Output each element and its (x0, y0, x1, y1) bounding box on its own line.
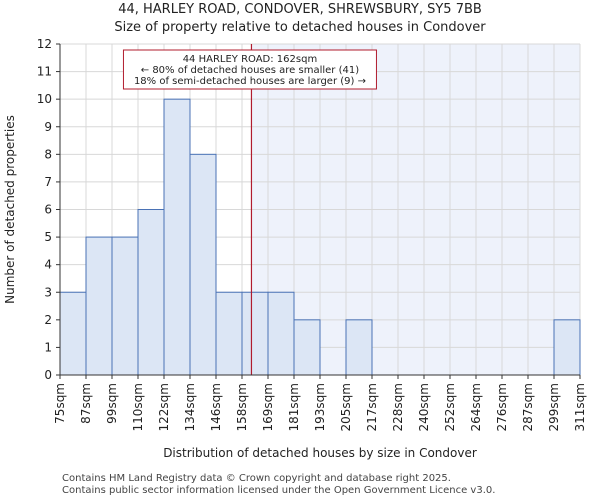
x-tick-label: 217sqm (365, 383, 379, 431)
histogram-bar (215, 291, 243, 376)
y-tick-label: 10 (37, 92, 52, 106)
histogram-bar (241, 291, 269, 376)
x-tick-label: 110sqm (131, 383, 145, 431)
histogram-bar (189, 153, 217, 376)
footer-line-1: Contains HM Land Registry data © Crown c… (62, 473, 451, 484)
footer-line-2: Contains public sector information licen… (62, 485, 496, 496)
y-tick-label: 1 (44, 340, 52, 354)
x-tick-label: 299sqm (547, 383, 561, 431)
y-tick-label: 8 (44, 147, 52, 161)
x-tick-label: 287sqm (521, 383, 535, 431)
y-tick-label: 7 (44, 175, 52, 189)
x-tick-label: 134sqm (183, 383, 197, 431)
x-tick-label: 99sqm (105, 383, 119, 424)
x-tick-label: 240sqm (417, 383, 431, 431)
x-tick-label: 169sqm (261, 383, 275, 431)
histogram-bar (163, 98, 191, 376)
x-tick-label: 181sqm (287, 383, 301, 431)
x-tick-label: 75sqm (53, 383, 67, 424)
histogram-bar (293, 319, 321, 376)
histogram-bar (85, 236, 113, 376)
x-tick-label: 276sqm (495, 383, 509, 431)
y-tick-label: 11 (37, 65, 52, 79)
x-tick-label: 228sqm (391, 383, 405, 431)
x-tick-label: 264sqm (469, 383, 483, 431)
histogram-bar (553, 319, 581, 376)
x-tick-label: 146sqm (209, 383, 223, 431)
x-tick-label: 193sqm (313, 383, 327, 431)
y-tick-label: 0 (44, 368, 52, 382)
annotation-line-2: ← 80% of detached houses are smaller (41… (141, 65, 359, 76)
x-tick-label: 205sqm (339, 383, 353, 431)
histogram-bar (111, 236, 139, 376)
y-tick-label: 5 (44, 230, 52, 244)
y-tick-label: 2 (44, 313, 52, 327)
histogram-bar (59, 291, 87, 376)
x-tick-label: 87sqm (79, 383, 93, 424)
y-tick-label: 12 (37, 37, 52, 51)
x-tick-label: 311sqm (573, 383, 587, 431)
histogram-bar (137, 209, 165, 376)
chart-subtitle: Size of property relative to detached ho… (114, 20, 486, 35)
annotation-line-3: 18% of semi-detached houses are larger (… (134, 76, 366, 87)
y-tick-label: 9 (44, 120, 52, 134)
x-tick-label: 122sqm (157, 383, 171, 431)
x-tick-label: 252sqm (443, 383, 457, 431)
x-tick-label: 158sqm (235, 383, 249, 431)
x-axis-label: Distribution of detached houses by size … (163, 446, 477, 460)
histogram-bar (345, 319, 373, 376)
y-tick-label: 4 (44, 258, 52, 272)
y-tick-label: 6 (44, 203, 52, 217)
annotation-box (122, 49, 377, 90)
y-tick-label: 3 (44, 285, 52, 299)
annotation-line-1: 44 HARLEY ROAD: 162sqm (183, 54, 318, 65)
y-axis-label: Number of detached properties (3, 115, 17, 304)
histogram-bar (267, 291, 295, 376)
chart-title: 44, HARLEY ROAD, CONDOVER, SHREWSBURY, S… (118, 2, 482, 17)
